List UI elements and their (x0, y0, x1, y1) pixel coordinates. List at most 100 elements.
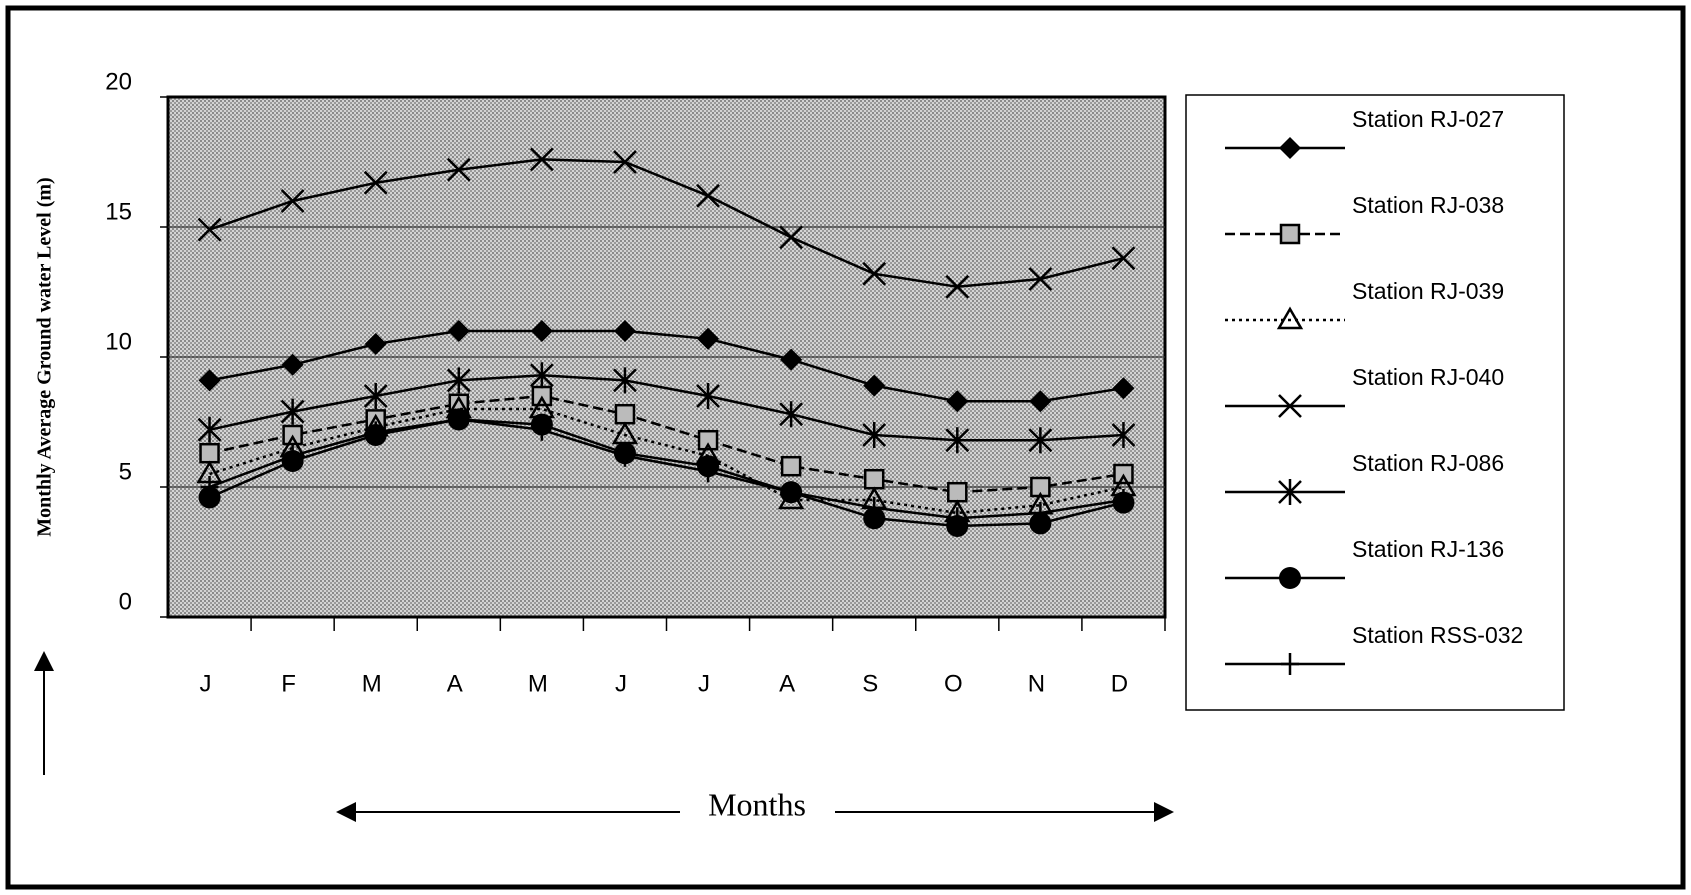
data-point-part (529, 147, 554, 172)
legend-label: Station RJ-038 (1352, 192, 1504, 218)
legend-marker-part (1278, 479, 1302, 505)
data-point-part (446, 367, 471, 394)
data-point-part (364, 333, 387, 355)
data-point (863, 468, 885, 490)
series-line (209, 329, 1124, 403)
y-tick-label: 20 (105, 68, 132, 95)
data-point-part (865, 496, 884, 519)
data-point (945, 274, 970, 299)
data-point-part (280, 398, 305, 425)
legend-marker-part (1281, 653, 1299, 675)
legend-label: Station RJ-039 (1352, 278, 1504, 304)
x-tick-label: J (698, 670, 710, 697)
legend-marker-part (1278, 394, 1302, 418)
legend-marker (1279, 137, 1301, 159)
data-point-part (1111, 422, 1136, 448)
data-point-part (614, 403, 636, 425)
series-line (209, 418, 1124, 528)
legend-label: Station RJ-040 (1352, 364, 1504, 390)
data-point (697, 327, 720, 350)
data-point-part (283, 444, 302, 467)
data-point (532, 418, 551, 441)
data-point (446, 367, 471, 394)
legend-marker-part (1279, 567, 1301, 589)
data-point (865, 496, 884, 519)
data-point-part (366, 421, 385, 444)
series-line (209, 407, 1124, 515)
data-point (1111, 422, 1136, 448)
frame (5, 5, 1686, 890)
data-point-part (945, 427, 970, 454)
data-point-part (197, 416, 222, 443)
data-point-part (281, 353, 304, 376)
x-axis-label: Months (708, 786, 806, 822)
data-point-part (446, 157, 471, 182)
data-point (281, 353, 304, 376)
data-point (446, 157, 471, 182)
data-point (200, 476, 219, 498)
legend-marker-part (1276, 306, 1304, 330)
data-point (782, 481, 801, 504)
data-point-part (449, 408, 468, 431)
series-line (209, 373, 1124, 442)
data-point (947, 481, 968, 503)
x-tick-label: F (281, 670, 296, 697)
y-axis-label: Monthly Average Ground water Level (m) (34, 177, 56, 536)
legend-marker-part (1279, 223, 1301, 245)
legend-marker (1276, 306, 1304, 330)
data-point-part (197, 217, 222, 242)
data-point (697, 429, 719, 451)
data-point-part (1029, 390, 1052, 413)
data-point (529, 147, 554, 172)
data-point-part (862, 261, 887, 286)
x-tick-label: J (200, 670, 212, 697)
data-point (862, 422, 887, 448)
data-point-part (198, 369, 221, 392)
data-point-part (862, 422, 887, 448)
series-line (209, 158, 1124, 289)
x-tick-label: M (362, 670, 382, 697)
y-tick-label: 0 (119, 588, 132, 615)
series-line (209, 394, 1124, 494)
data-point (699, 460, 718, 483)
data-point-part (948, 507, 967, 530)
data-point (780, 348, 803, 371)
data-point-part (613, 320, 636, 342)
data-point-part (945, 274, 970, 299)
data-point-part (532, 418, 551, 441)
legend-marker (1278, 394, 1302, 418)
data-point (948, 507, 967, 530)
x-tick-label: O (944, 670, 963, 697)
data-point (530, 320, 553, 342)
data-point (779, 401, 804, 428)
legend-marker (1281, 653, 1299, 675)
x-tick-label: J (615, 670, 627, 697)
legend-marker-part (1279, 137, 1301, 159)
legend-marker (1279, 223, 1301, 245)
x-tick-label: A (779, 670, 795, 697)
data-point (615, 444, 634, 467)
data-point (613, 367, 637, 394)
data-point-part (947, 481, 968, 503)
data-point-part (779, 225, 804, 250)
data-point (696, 383, 720, 409)
data-point-part (280, 189, 305, 213)
data-point (1028, 267, 1053, 291)
data-point (779, 225, 804, 250)
legend-marker (1279, 567, 1301, 589)
data-point (1114, 489, 1133, 511)
data-point (280, 398, 305, 425)
x-tick-label: S (862, 670, 878, 697)
data-point-part (1028, 427, 1053, 454)
data-point (1111, 246, 1136, 271)
data-point-part (863, 468, 885, 490)
data-point (449, 408, 468, 431)
data-point (613, 150, 637, 174)
data-point (614, 403, 636, 425)
x-tick-label: N (1028, 670, 1045, 697)
data-point (945, 427, 970, 454)
data-point (199, 442, 220, 464)
data-point-part (1111, 246, 1136, 271)
data-point (198, 369, 221, 392)
data-point (696, 183, 720, 208)
